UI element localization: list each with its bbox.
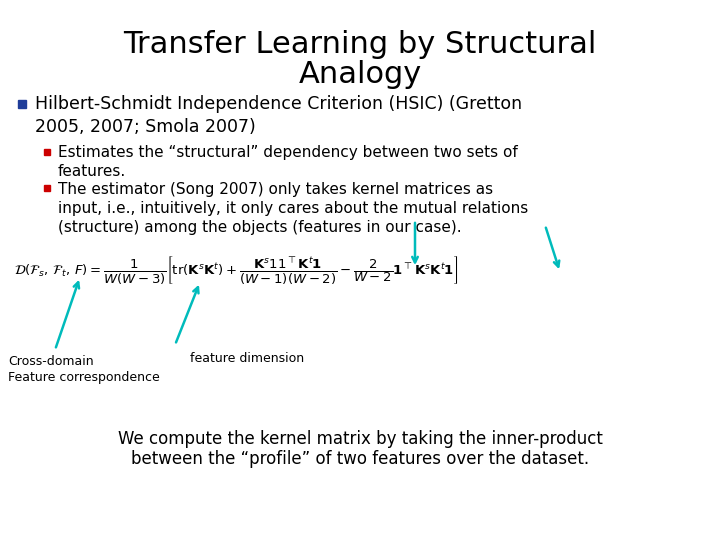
Text: Hilbert-Schmidt Independence Criterion (HSIC) (Gretton
2005, 2007; Smola 2007): Hilbert-Schmidt Independence Criterion (… [35, 95, 522, 136]
Text: $\mathcal{D}(\mathcal{F}_s,\, \mathcal{F}_t,\, F) = \dfrac{1}{W(W-3)}\left[\math: $\mathcal{D}(\mathcal{F}_s,\, \mathcal{F… [14, 254, 458, 286]
Text: The estimator (Song 2007) only takes kernel matrices as
input, i.e., intuitively: The estimator (Song 2007) only takes ker… [58, 182, 528, 235]
Text: between the “profile” of two features over the dataset.: between the “profile” of two features ov… [131, 450, 589, 468]
Text: feature dimension: feature dimension [190, 352, 304, 365]
Text: Analogy: Analogy [298, 60, 422, 89]
Text: Estimates the “structural” dependency between two sets of
features.: Estimates the “structural” dependency be… [58, 145, 518, 179]
Text: Cross-domain
Feature correspondence: Cross-domain Feature correspondence [8, 355, 160, 384]
Text: We compute the kernel matrix by taking the inner-product: We compute the kernel matrix by taking t… [117, 430, 603, 448]
Text: Transfer Learning by Structural: Transfer Learning by Structural [123, 30, 597, 59]
